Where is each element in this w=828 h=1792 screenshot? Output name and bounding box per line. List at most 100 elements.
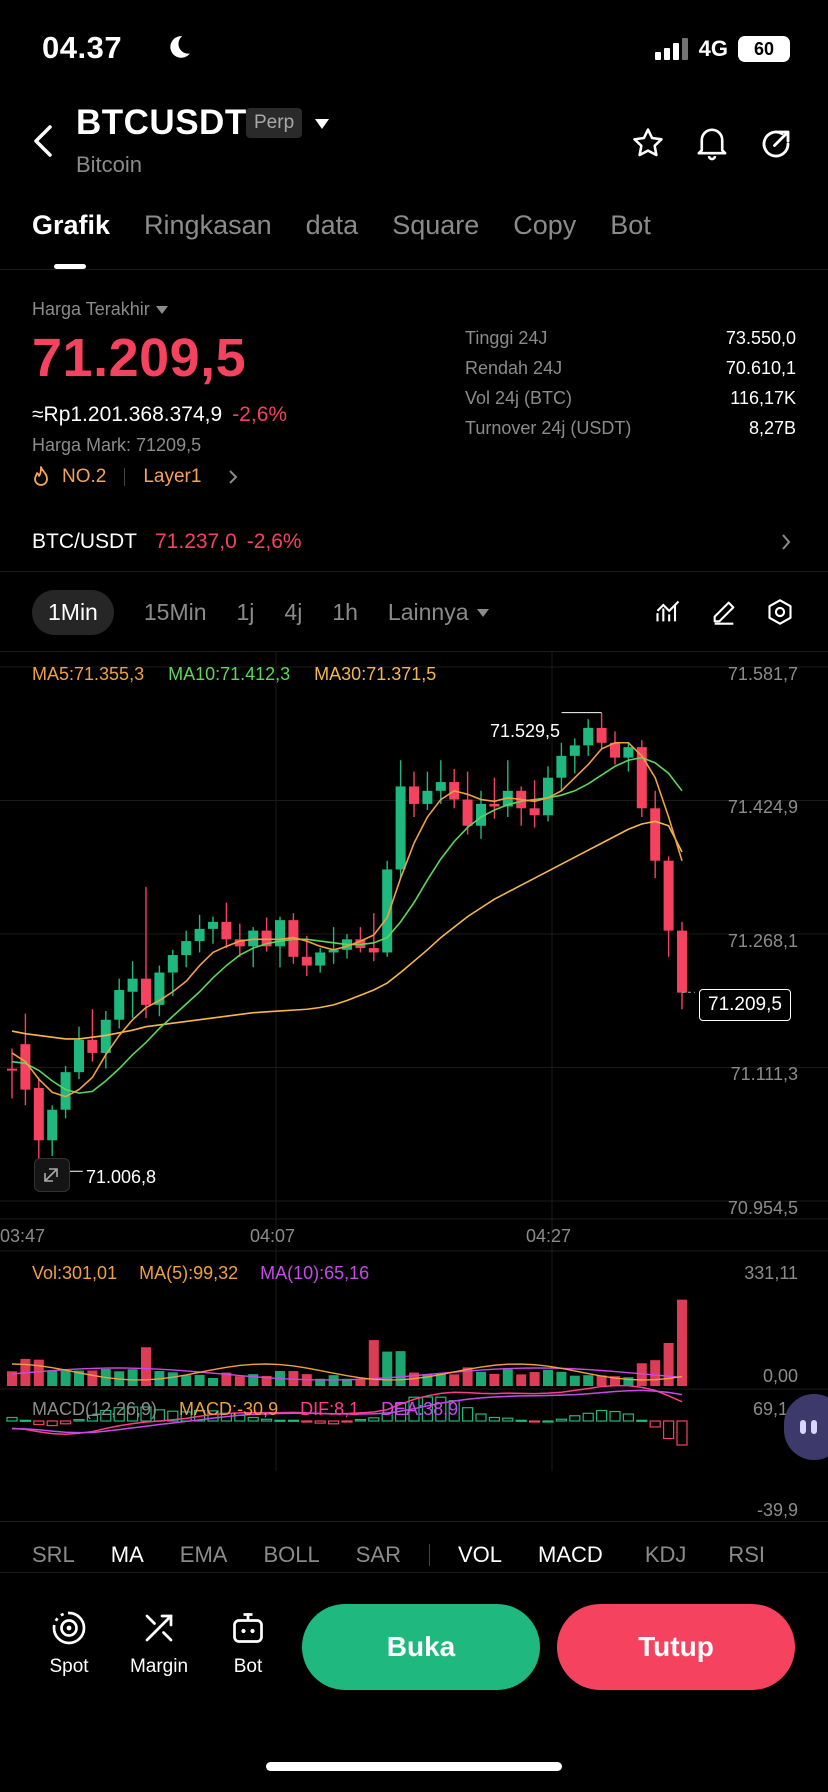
price-axis-label: 71.111,3 [730, 1064, 798, 1084]
tab-bot[interactable]: Bot [610, 210, 651, 240]
candle-body [677, 930, 687, 993]
volume-bar [288, 1371, 299, 1386]
symbol-dropdown-icon[interactable] [314, 118, 330, 130]
volume-bar [33, 1359, 44, 1386]
timeframe-4j[interactable]: 4j [284, 599, 303, 625]
volume-bar [167, 1372, 178, 1386]
dea-line [11, 1389, 683, 1434]
candle-body [167, 955, 178, 973]
status-right: 4G 60 [654, 36, 790, 62]
candle-body [596, 727, 607, 743]
divider [0, 1521, 828, 1522]
volume-bar [516, 1374, 527, 1386]
candle-body [275, 920, 285, 947]
volume-bar [368, 1340, 379, 1386]
volume-bar [476, 1371, 486, 1386]
volume-bar [449, 1374, 460, 1386]
spot-pair-row[interactable]: BTC/USDT 71.237,0 -2,6% [32, 530, 302, 554]
candle-body [489, 803, 500, 807]
share-icon[interactable] [758, 126, 794, 162]
candle-body [154, 972, 165, 1005]
indicator-vol[interactable]: VOL [458, 1542, 503, 1567]
volume-bar [636, 1363, 647, 1386]
floating-assistant-button[interactable] [784, 1394, 828, 1460]
candle-body [33, 1087, 44, 1141]
last-price: 71.209,5 [32, 328, 247, 388]
stat-label: Rendah 24J [465, 358, 563, 378]
timeframe-1j[interactable]: 1j [236, 599, 255, 625]
macd-histogram-bar [247, 1416, 259, 1422]
tab-ringkasan[interactable]: Ringkasan [144, 210, 272, 240]
macd-histogram-bar [261, 1418, 273, 1422]
tab-active-indicator [54, 264, 86, 269]
indicator-kdj[interactable]: KDJ [644, 1542, 687, 1567]
indicator-boll[interactable]: BOLL [263, 1542, 320, 1567]
open-position-button[interactable]: Buka [302, 1604, 540, 1690]
candle-body [288, 920, 299, 957]
symbol-title[interactable]: BTCUSDT [76, 103, 247, 142]
candle-body [663, 860, 674, 931]
indicator-ma[interactable]: MA [110, 1542, 144, 1567]
spot-nav[interactable]: Spot [44, 1610, 94, 1678]
spot-icon [52, 1611, 86, 1645]
macd-histogram-bar [662, 1420, 675, 1440]
indicator-macd[interactable]: MACD [538, 1542, 603, 1567]
indicator-ema[interactable]: EMA [179, 1542, 228, 1567]
coin-tags[interactable]: NO.2 Layer1 [32, 466, 239, 488]
indicator-tabs: SRL MA EMA BOLL SAR VOL MACD KDJ RSI [32, 1542, 765, 1568]
network-label: 4G [698, 36, 728, 61]
timeframe-1min[interactable]: 1Min [32, 590, 114, 635]
tab-square[interactable]: Square [392, 210, 480, 240]
favorite-star-icon[interactable] [630, 126, 666, 160]
margin-label: Margin [129, 1656, 189, 1677]
macd-histogram-bar [475, 1413, 487, 1422]
price-axis-label: 71.268,1 [727, 931, 798, 951]
ma10-legend: MA10:71.412,3 [168, 664, 291, 684]
spot-pair-chevron-icon[interactable] [780, 533, 792, 551]
margin-nav[interactable]: Margin [124, 1610, 194, 1678]
stats-24h: Tinggi 24J 73.550,0 Rendah 24J 70.610,1 Vo… [465, 328, 796, 448]
volume-bar [663, 1342, 674, 1386]
macd-histogram-bar [354, 1418, 366, 1422]
macd-histogram-bar [582, 1412, 594, 1422]
candle-body [610, 742, 620, 758]
divider [0, 651, 828, 652]
candle-body [181, 941, 192, 956]
macd-histogram-bar [528, 1420, 541, 1423]
candle-body [328, 949, 339, 953]
stat-label: Turnover 24j (USDT) [465, 418, 632, 438]
volume-ma5-label: MA(5):99,32 [139, 1263, 239, 1283]
back-button[interactable] [30, 124, 58, 158]
time-axis-label: 03:47 [0, 1226, 46, 1246]
status-time: 04.37 [42, 30, 123, 65]
indicator-srl[interactable]: SRL [32, 1542, 75, 1567]
candle-body [476, 803, 486, 826]
expand-icon[interactable] [34, 1158, 70, 1192]
candle-body [248, 930, 259, 947]
bot-nav[interactable]: Bot [228, 1610, 268, 1678]
timeframe-more[interactable]: Lainnya [388, 599, 489, 626]
tab-copy[interactable]: Copy [513, 210, 577, 240]
macd-histogram-bar [126, 1406, 139, 1422]
candle-body [20, 1044, 31, 1090]
alert-bell-icon[interactable] [694, 124, 730, 162]
last-price-label[interactable]: Harga Terakhir [32, 299, 168, 320]
tab-data[interactable]: data [305, 210, 359, 240]
indicator-sar[interactable]: SAR [355, 1542, 401, 1567]
macd-histogram-bar [287, 1419, 299, 1422]
close-position-button[interactable]: Tutup [557, 1604, 795, 1690]
indicator-rsi[interactable]: RSI [728, 1542, 766, 1567]
low-marker-label: 71.006,8 [86, 1167, 157, 1187]
candle-body [569, 745, 580, 756]
macd-histogram-bar [274, 1419, 286, 1422]
timeframe-1h[interactable]: 1h [332, 599, 358, 625]
macd-histogram-bar [207, 1410, 219, 1422]
draw-pencil-icon[interactable] [710, 598, 738, 626]
tab-grafik[interactable]: Grafik [32, 210, 111, 240]
chart-settings-gear-icon[interactable] [766, 598, 794, 626]
indicator-settings-icon[interactable] [654, 598, 682, 626]
candlestick-chart[interactable] [0, 651, 828, 1471]
candle-body [7, 1068, 17, 1071]
candle-body [435, 782, 446, 791]
timeframe-15min[interactable]: 15Min [143, 599, 207, 625]
